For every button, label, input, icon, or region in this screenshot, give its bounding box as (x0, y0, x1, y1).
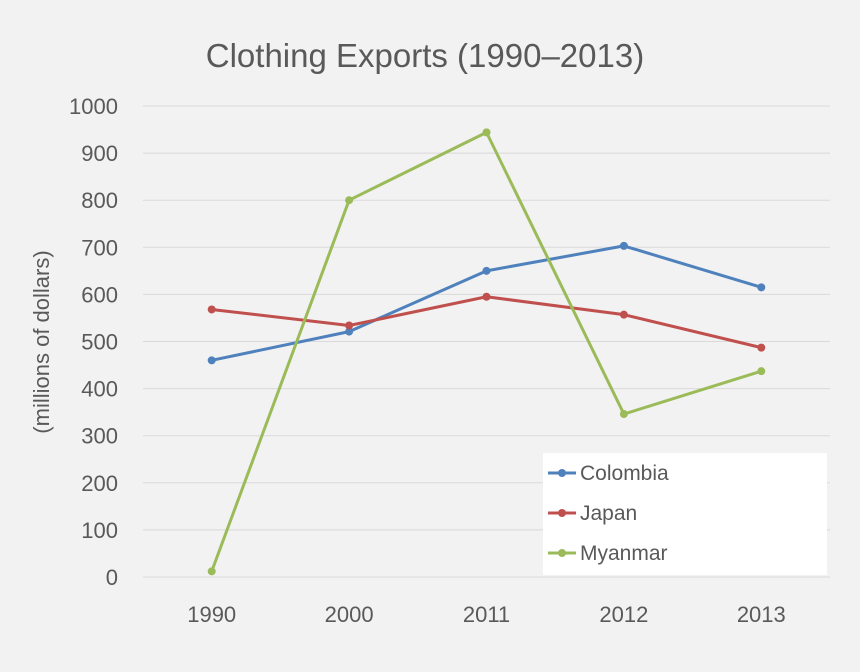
data-point (207, 305, 216, 314)
y-tick-label: 800 (81, 188, 118, 213)
x-tick-label: 2011 (463, 602, 510, 627)
y-tick-label: 400 (81, 377, 118, 402)
data-point (345, 321, 354, 330)
data-point (619, 410, 628, 419)
legend-label: Japan (580, 502, 637, 525)
data-point (207, 356, 216, 365)
y-tick-label: 700 (81, 235, 118, 260)
data-point (482, 128, 491, 137)
series-line (210, 244, 763, 362)
legend-item-colombia: Colombia (548, 462, 669, 485)
chart-title: Clothing Exports (1990–2013) (206, 37, 644, 74)
series-colombia (207, 241, 766, 365)
legend-label: Myanmar (580, 542, 668, 565)
grid-lines (143, 105, 830, 578)
data-point (757, 283, 766, 292)
legend-box (543, 453, 827, 575)
legend-marker (558, 509, 566, 517)
x-axis-ticks: 1990 2000 2011 2012 2013 (187, 602, 786, 627)
x-tick-label: 2013 (737, 602, 786, 627)
y-tick-label: 0 (106, 565, 118, 590)
x-tick-label: 2012 (599, 602, 648, 627)
y-tick-label: 200 (81, 471, 118, 496)
data-point (619, 241, 628, 250)
data-point (345, 327, 354, 336)
x-tick-label: 2000 (325, 602, 374, 627)
y-tick-label: 500 (81, 330, 118, 355)
data-point (482, 292, 491, 301)
y-tick-label: 600 (81, 282, 118, 307)
data-point (482, 266, 491, 275)
legend: Colombia Japan Myanmar (543, 453, 827, 575)
y-tick-label: 900 (81, 141, 118, 166)
y-axis-label: (millions of dollars) (29, 250, 54, 433)
x-tick-label: 1990 (187, 602, 236, 627)
y-axis-ticks: 0 100 200 300 400 500 600 700 800 900 1000 (69, 94, 118, 590)
data-point (345, 196, 354, 205)
data-point (619, 310, 628, 319)
legend-item-myanmar: Myanmar (548, 542, 668, 565)
legend-item-japan: Japan (548, 502, 637, 525)
series-line (210, 295, 763, 350)
data-point (757, 343, 766, 352)
data-point (757, 367, 766, 376)
y-tick-label: 1000 (69, 94, 118, 119)
y-tick-label: 100 (81, 518, 118, 543)
legend-marker (558, 549, 566, 557)
series-myanmar (207, 128, 766, 576)
data-point (207, 567, 216, 576)
series-layer (207, 128, 766, 576)
y-tick-label: 300 (81, 424, 118, 449)
legend-label: Colombia (580, 462, 669, 485)
legend-marker (558, 469, 566, 477)
